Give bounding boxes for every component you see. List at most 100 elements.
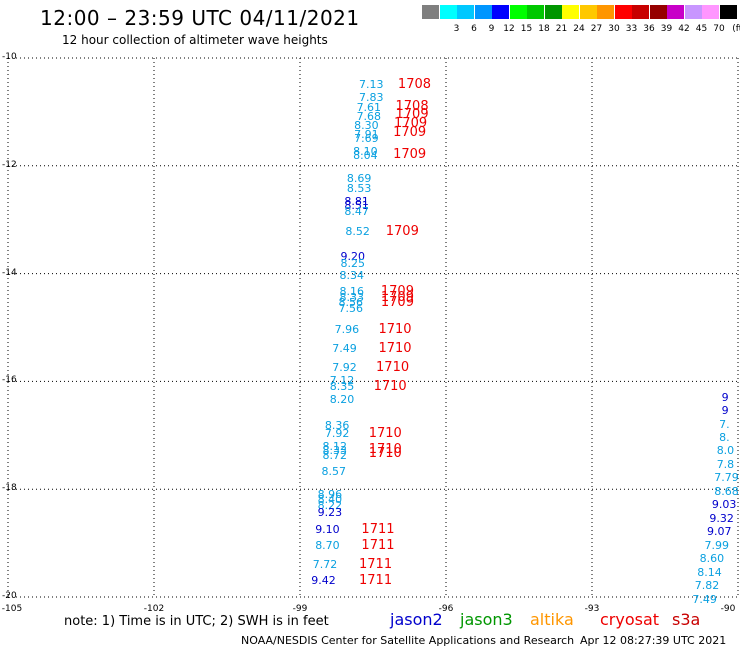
swh-observation: 7.72 xyxy=(312,557,338,571)
swh-observation: 8.0 xyxy=(716,444,735,458)
scale-label: 33 xyxy=(625,24,638,34)
swh-observation: 7.61 xyxy=(356,100,382,114)
scale-label: 21 xyxy=(555,24,568,34)
swh-observation: 8.96 xyxy=(317,487,343,501)
lat-tick-label: -18 xyxy=(2,483,17,494)
lon-tick-label: -102 xyxy=(143,604,165,614)
scale-swatch xyxy=(492,5,509,19)
swh-observation: 7.49 xyxy=(332,342,357,356)
swh-observation: 8.34 xyxy=(339,269,365,283)
swh-observation: 8.20 xyxy=(329,393,355,407)
swh-observation: 8.16 xyxy=(339,285,365,299)
footer-credit: NOAA/NESDIS Center for Satellite Applica… xyxy=(241,634,575,647)
lon-tick-label: -99 xyxy=(292,604,308,614)
time-label: 1711 xyxy=(359,572,393,588)
scale-swatch xyxy=(702,5,719,19)
time-label: 1711 xyxy=(361,521,395,537)
time-label: 1710 xyxy=(368,446,402,462)
swh-observation: 7.49 xyxy=(692,592,717,606)
swh-observation: 8.10 xyxy=(353,145,378,159)
time-label: 1709 xyxy=(393,125,427,141)
lon-tick-label: -90 xyxy=(720,604,736,614)
lon-tick-label: -93 xyxy=(584,604,600,614)
scale-label: 9 xyxy=(488,24,495,34)
scale-label: 27 xyxy=(590,24,603,34)
swh-observation: 9.42 xyxy=(311,573,336,587)
swh-observation: 9.10 xyxy=(315,522,340,536)
scale-swatch xyxy=(649,5,667,19)
swh-observation: 7.56 xyxy=(338,301,364,315)
swh-observation: 7.99 xyxy=(704,538,730,552)
swh-observation: 8.35 xyxy=(329,379,355,393)
legend-satellite-jason2: jason2 xyxy=(390,610,443,629)
time-label: 1709 xyxy=(380,284,414,300)
scale-swatch xyxy=(684,5,702,19)
scale-swatch xyxy=(439,5,457,19)
swh-observation: 8.36 xyxy=(324,418,350,432)
time-label: 1710 xyxy=(373,378,407,394)
scale-swatch xyxy=(719,5,737,19)
time-label: 1708 xyxy=(397,76,432,92)
time-label: 1709 xyxy=(385,223,419,239)
time-label: 1709 xyxy=(393,147,427,163)
swh-observation: 9.32 xyxy=(709,511,734,525)
page-title: 12:00 – 23:59 UTC 04/11/2021 xyxy=(40,6,360,30)
scale-swatch xyxy=(457,5,474,19)
scale-label: 6 xyxy=(471,24,477,34)
swh-observation: 7.83 xyxy=(359,91,384,105)
scale-label: 18 xyxy=(538,24,550,34)
scale-label: 30 xyxy=(608,24,620,34)
swh-observation: 9.20 xyxy=(340,250,366,264)
scale-swatch xyxy=(562,5,579,19)
legend-note: note: 1) Time is in UTC; 2) SWH is in fe… xyxy=(64,614,329,629)
swh-observation: 8.47 xyxy=(344,204,369,218)
scale-label: 45 xyxy=(695,24,708,34)
swh-observation: 8.14 xyxy=(697,565,722,579)
lat-tick-label: -10 xyxy=(2,52,17,62)
swh-observation: 9 xyxy=(721,404,729,418)
swh-observation: 9.07 xyxy=(706,525,732,539)
time-label: 1711 xyxy=(359,556,393,572)
swh-observation: 7.82 xyxy=(694,579,720,593)
time-label: 1711 xyxy=(361,537,395,553)
legend-satellite-altika: altika xyxy=(530,610,574,629)
scale-swatch xyxy=(527,5,544,19)
time-label: 1708 xyxy=(395,98,429,114)
swh-observation: 8.30 xyxy=(354,119,379,133)
scale-swatch xyxy=(614,5,632,19)
swh-observation: 7.79 xyxy=(714,471,739,485)
swh-observation: 8.33 xyxy=(339,290,365,304)
scale-label: 3 xyxy=(453,24,460,34)
swh-observation: 8.53 xyxy=(346,181,372,195)
swh-observation: 8.69 xyxy=(346,172,372,186)
swh-observation: 8.40 xyxy=(317,492,343,506)
swh-observation: 8.22 xyxy=(317,499,343,513)
legend-satellite-s3a: s3a xyxy=(672,610,701,629)
swh-observation: 8.70 xyxy=(315,538,340,552)
scale-label: 24 xyxy=(573,24,585,34)
time-label: 1710 xyxy=(378,322,412,338)
scale-swatch xyxy=(509,5,527,19)
swh-observation: 8.72 xyxy=(322,448,348,462)
swh-observation: 8.52 xyxy=(345,224,370,238)
swh-observation: 8.25 xyxy=(340,256,366,270)
swh-observation: 8.51 xyxy=(344,199,369,213)
legend-satellite-cryosat: cryosat xyxy=(600,610,660,629)
swh-observation: 9.23 xyxy=(317,506,343,520)
scale-swatch xyxy=(597,5,614,19)
time-label: 1709 xyxy=(380,289,414,305)
swh-observation: 7. xyxy=(719,417,730,431)
time-label: 1709 xyxy=(394,115,428,131)
time-label: 1710 xyxy=(368,426,402,442)
lon-tick-label: -96 xyxy=(438,604,454,614)
lat-tick-label: -20 xyxy=(2,591,17,601)
swh-observation: 7.69 xyxy=(354,131,379,145)
swh-observation: 7.92 xyxy=(332,360,357,374)
time-label: 1710 xyxy=(368,441,402,457)
swh-observation: 8.60 xyxy=(699,552,725,566)
time-label: 1710 xyxy=(376,359,410,375)
swh-observation: 9.03 xyxy=(711,498,737,512)
swh-observation: 7.68 xyxy=(356,110,382,124)
swh-observation: 8.12 xyxy=(322,440,348,454)
